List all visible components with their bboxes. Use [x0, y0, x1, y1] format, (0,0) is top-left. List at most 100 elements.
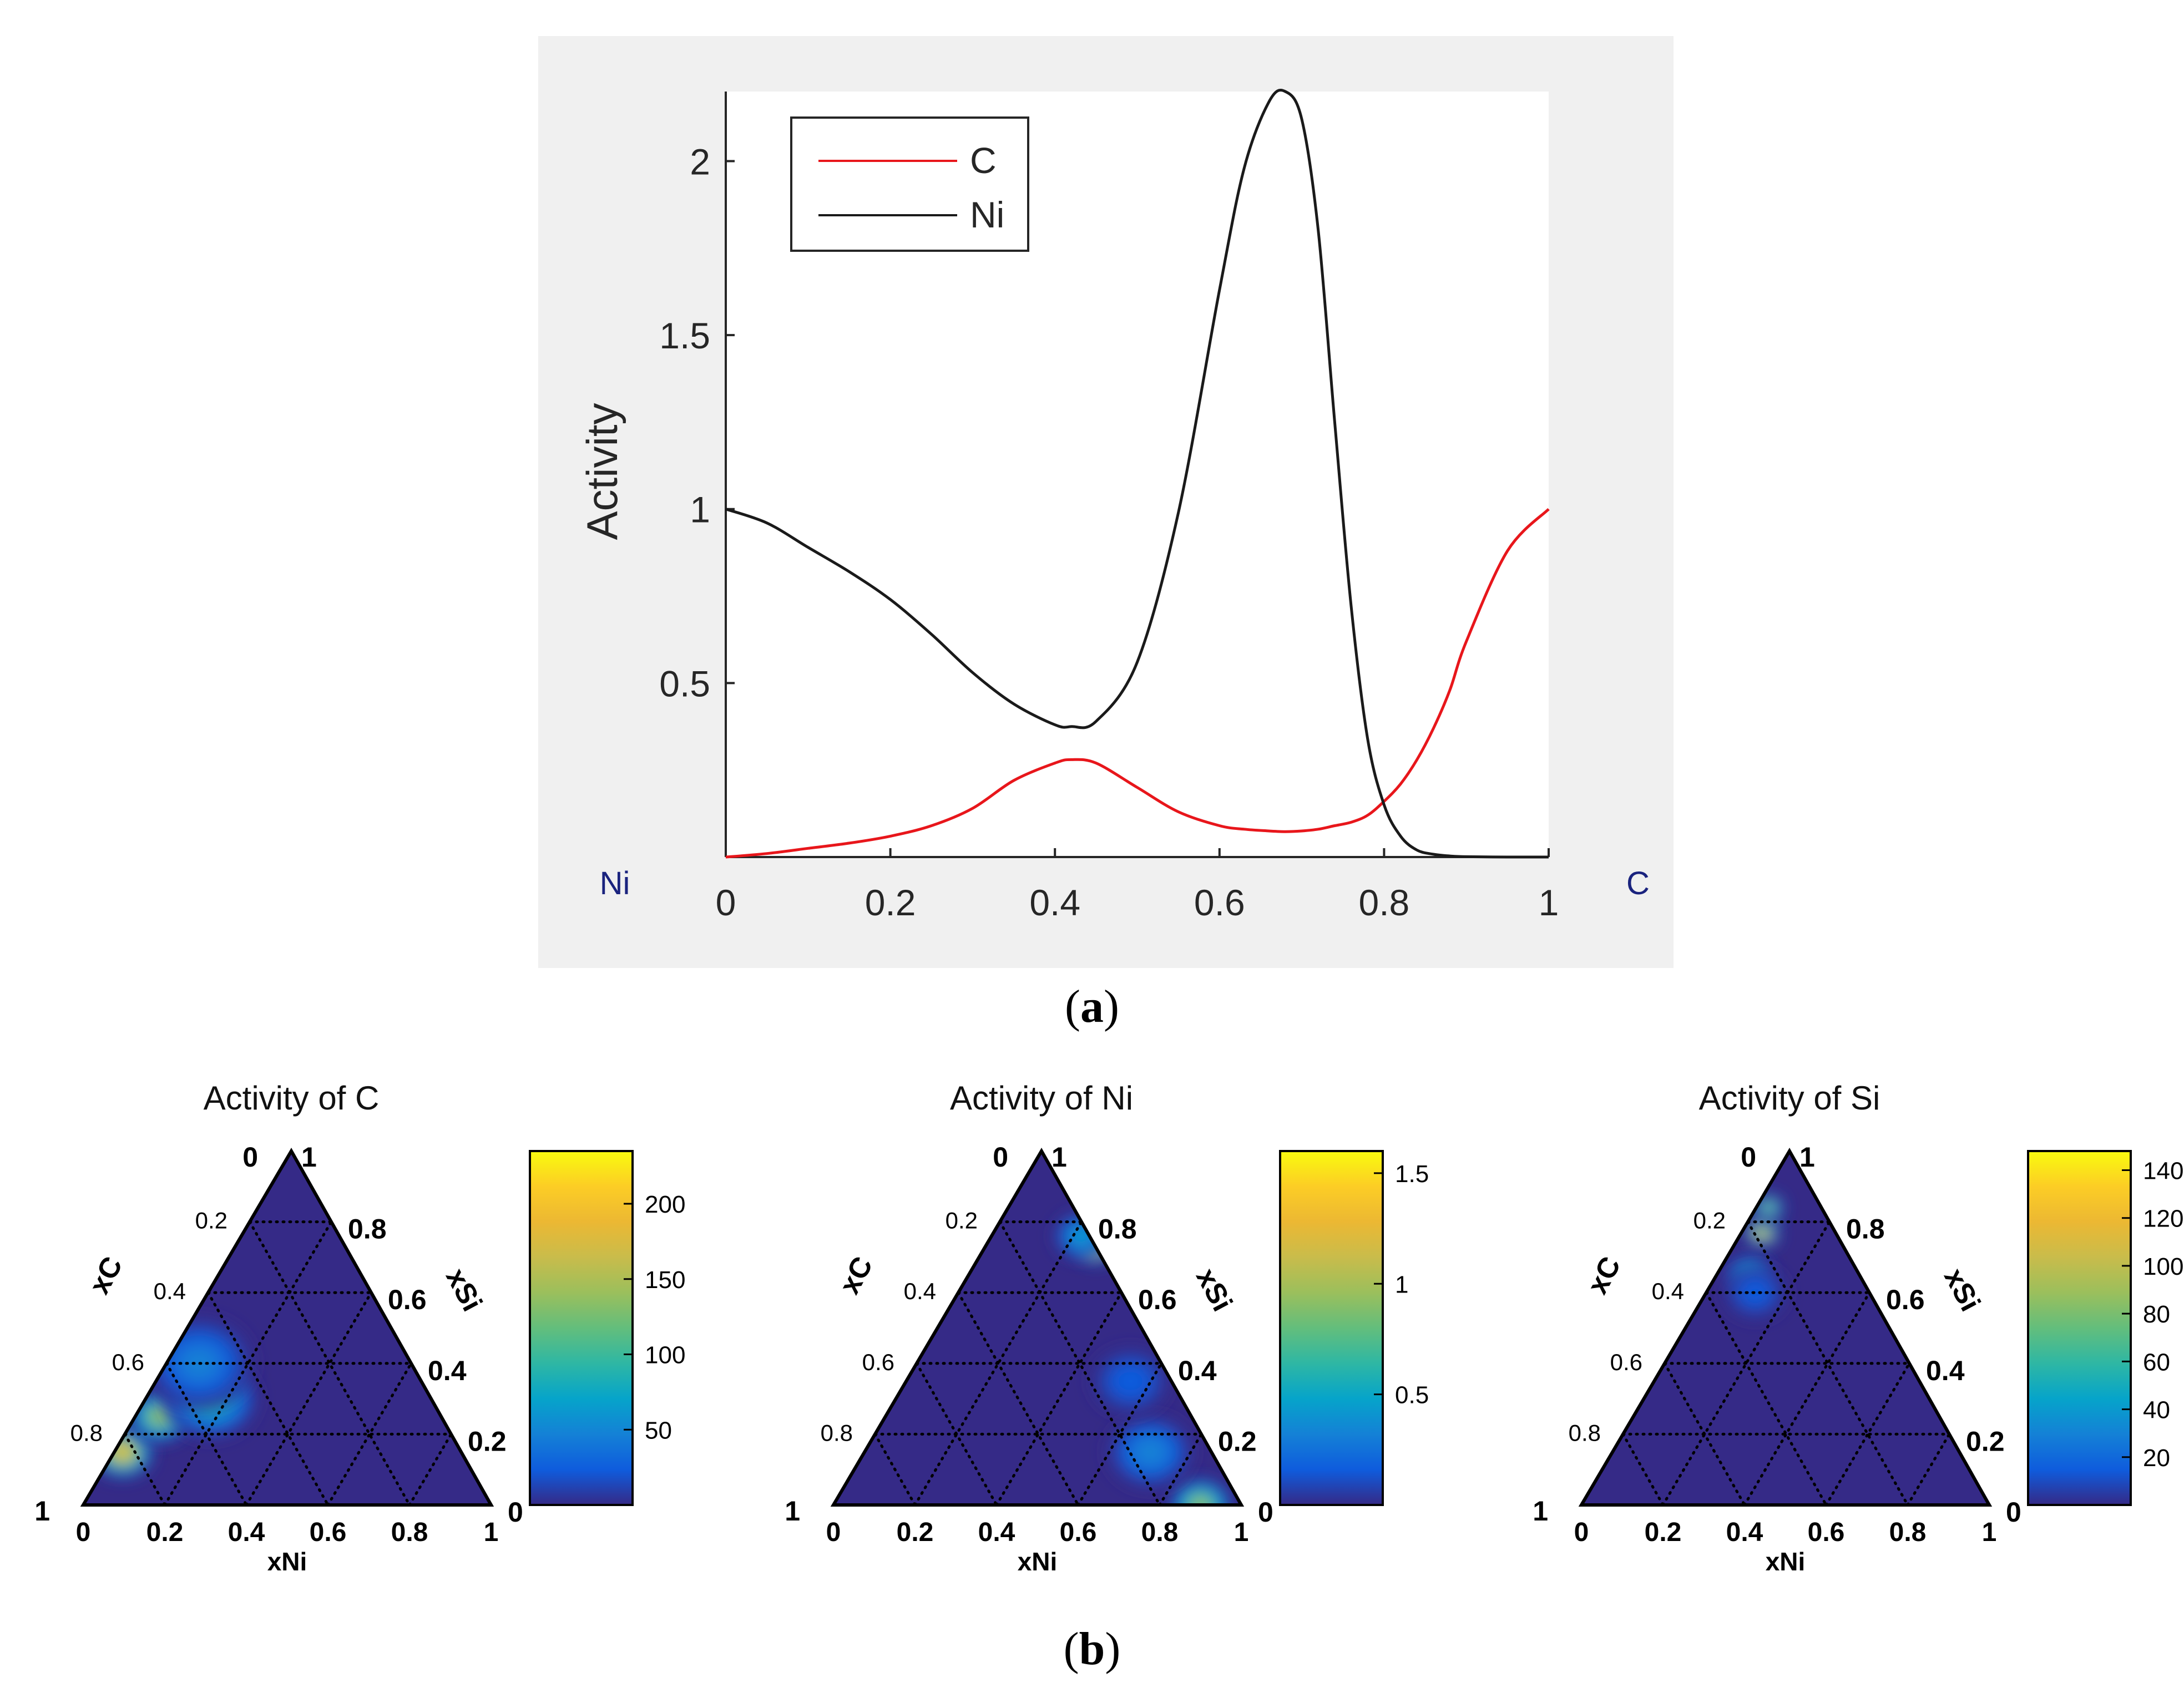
left-tick-label: 0.4	[1652, 1278, 1684, 1304]
series-line-ni	[725, 89, 1549, 859]
ternary-activity-of-ni: Activity of Ni 0 0.2 0.4 0.6 0.8 1 xNi 0 0.2 0.4 0.…	[785, 1079, 1429, 1576]
bottom-tick-label: 0.6	[1060, 1518, 1097, 1547]
y-ticks: 0.5 1 1.5 2	[659, 141, 735, 704]
colorbar	[2027, 1150, 2132, 1506]
bottom-tick-label: 0.8	[391, 1518, 428, 1547]
left-tick-label: 0.6	[112, 1349, 144, 1375]
grid-line-constant-xni	[326, 1362, 413, 1507]
plot-title: Activity of Si	[1699, 1079, 1880, 1117]
x-tick-label: 0.6	[1194, 882, 1245, 923]
right-tick-label: 0.6	[1886, 1284, 1925, 1315]
end-label-left: Ni	[600, 865, 630, 901]
colorbar-tick-label: 200	[645, 1191, 685, 1218]
grid-line-constant-xni	[1158, 1432, 1203, 1507]
left-tick-label: 0.4	[154, 1278, 186, 1304]
right-tick-label: 0.4	[1926, 1355, 1965, 1386]
end-label-right: C	[1626, 865, 1650, 901]
grid-line-constant-xni	[1661, 1220, 1831, 1507]
y-tick-label: 2	[690, 141, 710, 182]
bottom-tick-label: 1	[484, 1518, 499, 1547]
activity-field	[833, 1151, 1241, 1505]
left-tick-label: 1	[785, 1496, 800, 1527]
x-tick-label: 0.4	[1029, 882, 1080, 923]
right-tick-label: 0.8	[1098, 1214, 1137, 1245]
bottom-tick-label: 0.2	[897, 1518, 934, 1547]
legend-box	[790, 116, 1029, 252]
legend: C Ni	[790, 116, 1029, 252]
grid-line-constant-xsi	[1705, 1291, 1828, 1507]
colorbar-tick-label: 120	[2143, 1205, 2183, 1233]
right-tick-label: 0.2	[1218, 1426, 1257, 1457]
bottom-tick-label: 0	[826, 1518, 841, 1547]
colorbar-tick-label: 140	[2143, 1157, 2183, 1184]
activity-hotspot	[1167, 1477, 1233, 1505]
x-tick-label: 0.2	[865, 882, 916, 923]
activity-field	[1581, 1151, 1989, 1505]
right-tick-label: 0.6	[1138, 1284, 1177, 1315]
left-tick-label: 1	[34, 1496, 50, 1527]
x-axis-label: xNi	[1018, 1547, 1058, 1576]
ternary-grid	[123, 1220, 453, 1507]
plot-title: Activity of C	[204, 1079, 380, 1117]
colorbar-tick-label: 150	[645, 1266, 685, 1294]
panel-a-line-chart: 0 0.2 0.4 0.6 0.8 1 0.5 1 1.5 2 Activity Ni C C …	[538, 36, 1674, 968]
grid-line-constant-xni	[1743, 1291, 1871, 1507]
caption-b-letter: b	[1079, 1623, 1105, 1675]
left-tick-label: 1	[1533, 1496, 1548, 1527]
x-ticks: 0 0.2 0.4 0.6 0.8 1	[716, 848, 1559, 923]
activity-field	[83, 1151, 491, 1505]
colorbar	[1279, 1150, 1384, 1506]
y-tick-label: 0.5	[659, 663, 710, 704]
left-tick-label: 0	[993, 1142, 1008, 1173]
bottom-tick-label: 0.4	[228, 1518, 265, 1547]
ternary-grid	[873, 1220, 1203, 1507]
left-tick-label: 0.6	[862, 1349, 894, 1375]
activity-hotspot	[1743, 1216, 1781, 1248]
activity-hotspot	[1105, 1413, 1195, 1491]
colorbar-tick-label: 50	[645, 1417, 672, 1444]
field-background	[1581, 1151, 1989, 1505]
grid-line-constant-xsi	[998, 1220, 1161, 1507]
colorbar-tick-label: 80	[2143, 1301, 2170, 1328]
left-tick-label: 0.8	[70, 1420, 103, 1446]
left-tick-label: 0.2	[195, 1208, 228, 1234]
ternary-outline	[1578, 1147, 1993, 1507]
ternary-activity-of-c: Activity of C 0 0.2 0.4 0.6 0.8 1 xNi 0 0.2 0.4 0.6…	[34, 1079, 685, 1576]
colorbar-tick-label: 20	[2143, 1444, 2170, 1472]
grid-line-constant-xsi	[915, 1362, 998, 1507]
right-tick-label: 0.2	[468, 1426, 507, 1457]
bottom-tick-label: 0.4	[1726, 1518, 1763, 1547]
colorbar-tick-label: 1	[1395, 1271, 1408, 1298]
right-axis-label: xSi	[1938, 1263, 1986, 1316]
right-tick-label: 0	[1258, 1497, 1273, 1528]
plot-title: Activity of Ni	[950, 1079, 1133, 1117]
bottom-tick-label: 0.6	[310, 1518, 347, 1547]
y-axis-label: Activity	[578, 403, 626, 540]
right-axis-label: xSi	[439, 1263, 488, 1316]
grid-line-constant-xsi	[165, 1362, 248, 1507]
grid-line-constant-xsi	[206, 1291, 330, 1507]
x-tick-label: 1	[1539, 882, 1559, 923]
bottom-tick-label: 0	[76, 1518, 91, 1547]
x-axis-label: xNi	[1766, 1547, 1806, 1576]
right-tick-label: 0.6	[388, 1284, 427, 1315]
left-tick-label: 0.4	[904, 1278, 936, 1304]
bottom-tick-label: 0.8	[1889, 1518, 1927, 1547]
bottom-tick-label: 0.2	[1645, 1518, 1682, 1547]
colorbar-tick-label: 1.5	[1395, 1160, 1429, 1188]
left-tick-label: 0.8	[821, 1420, 853, 1446]
bottom-tick-label: 1	[1234, 1518, 1249, 1547]
caption-b: (b)	[1064, 1623, 1121, 1675]
legend-label-ni: Ni	[970, 194, 1004, 235]
left-tick-label: 0.8	[1569, 1420, 1601, 1446]
left-tick-label: 0	[1741, 1142, 1756, 1173]
right-tick-label: 1	[1051, 1142, 1067, 1173]
x-tick-label: 0.8	[1359, 882, 1410, 923]
bottom-tick-label: 1	[1982, 1518, 1997, 1547]
grid-line-constant-xni	[408, 1432, 453, 1507]
grid-line-constant-xni	[1076, 1362, 1163, 1507]
right-tick-label: 1	[301, 1142, 317, 1173]
colorbar-tick-label: 60	[2143, 1349, 2170, 1376]
ternary-outline	[830, 1147, 1245, 1507]
